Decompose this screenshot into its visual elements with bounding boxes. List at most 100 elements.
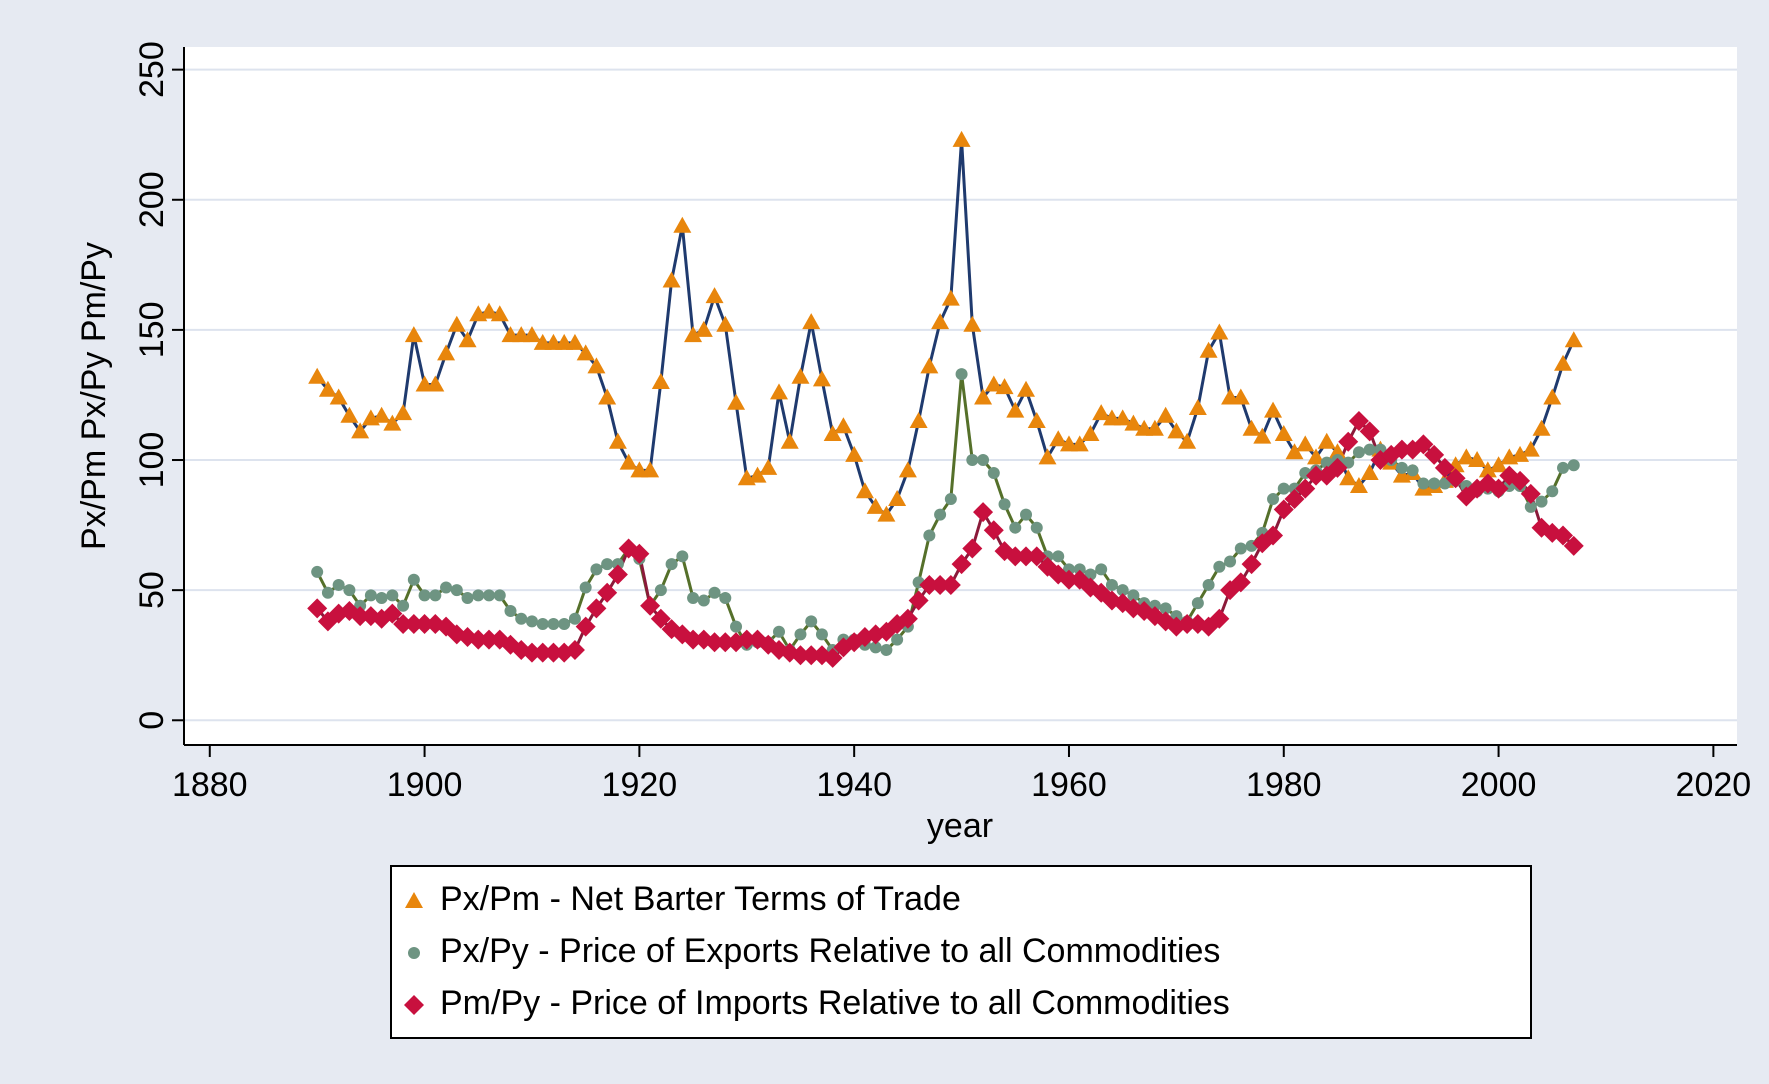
marker-triangle [587, 357, 606, 374]
marker-triangle [995, 378, 1014, 395]
marker-diamond [586, 598, 607, 619]
y-tick-label: 200 [133, 171, 171, 228]
marker-triangle [404, 326, 423, 343]
marker-circle [1213, 560, 1226, 573]
marker-diamond [940, 574, 961, 595]
marker-circle [880, 644, 893, 657]
marker-circle [1524, 500, 1537, 513]
marker-diamond [822, 647, 843, 668]
marker-diamond [962, 538, 983, 559]
marker-diamond [521, 642, 542, 663]
marker-circle [1127, 589, 1140, 602]
marker-triangle [1231, 388, 1250, 405]
marker-triangle [1017, 380, 1036, 397]
marker-circle [1535, 495, 1548, 508]
marker-diamond [1488, 478, 1509, 499]
marker-circle [772, 625, 785, 638]
marker-circle [1267, 493, 1280, 506]
marker-diamond [919, 574, 940, 595]
marker-triangle [1210, 323, 1229, 340]
marker-triangle [426, 375, 445, 392]
marker-triangle [780, 432, 799, 449]
marker-diamond [650, 608, 671, 629]
x-tick-label: 2000 [1461, 766, 1537, 804]
marker-triangle [576, 344, 595, 361]
legend-label: Px/Py - Price of Exports Relative to all… [440, 932, 1220, 970]
y-tick-label: 0 [133, 711, 171, 730]
marker-diamond [1263, 525, 1284, 546]
marker-triangle [480, 302, 499, 319]
marker-circle [429, 589, 442, 602]
marker-circle [934, 508, 947, 521]
marker-triangle [329, 388, 348, 405]
marker-triangle [877, 505, 896, 522]
marker-diamond [393, 613, 414, 634]
marker-diamond [1413, 434, 1434, 455]
marker-triangle [565, 333, 584, 350]
marker-triangle [1167, 422, 1186, 439]
marker-triangle [974, 388, 993, 405]
marker-circle [815, 628, 828, 641]
marker-triangle [1124, 414, 1143, 431]
marker-diamond [1209, 608, 1230, 629]
marker-triangle [641, 461, 660, 478]
marker-triangle [1027, 411, 1046, 428]
marker-circle [1202, 578, 1215, 591]
marker-circle [998, 498, 1011, 511]
marker-triangle [318, 380, 337, 397]
marker-circle [1073, 563, 1086, 576]
marker-triangle [351, 422, 370, 439]
marker-circle [1546, 485, 1559, 498]
marker-triangle [1489, 456, 1508, 473]
marker-circle [332, 578, 345, 591]
marker-circle [418, 589, 431, 602]
marker-triangle [1156, 406, 1175, 423]
marker-diamond [951, 554, 972, 575]
marker-circle [1234, 542, 1247, 555]
marker-triangle [1070, 435, 1089, 452]
legend-label: Pm/Py - Price of Imports Relative to all… [440, 984, 1230, 1022]
marker-triangle [920, 357, 939, 374]
marker-circle [805, 615, 818, 628]
marker-circle [461, 591, 474, 604]
marker-diamond [1445, 468, 1466, 489]
marker-triangle [1543, 388, 1562, 405]
marker-triangle [759, 458, 778, 475]
marker-triangle [684, 326, 703, 343]
x-tick-label: 2020 [1676, 766, 1752, 804]
marker-diamond [683, 629, 704, 650]
marker-diamond [1359, 421, 1380, 442]
marker-triangle [1242, 419, 1261, 436]
marker-circle [1052, 550, 1065, 563]
marker-triangle [1349, 477, 1368, 494]
marker-circle [1224, 555, 1237, 568]
marker-circle [676, 550, 689, 563]
marker-diamond [1016, 546, 1037, 567]
marker-triangle [845, 445, 864, 462]
marker-triangle [931, 313, 950, 330]
marker-diamond [908, 590, 929, 611]
x-tick-label: 1920 [602, 766, 678, 804]
marker-triangle [1285, 443, 1304, 460]
marker-triangle [1049, 430, 1068, 447]
marker-circle [493, 589, 506, 602]
marker-triangle [394, 404, 413, 421]
marker-circle [515, 612, 528, 625]
marker-diamond [1295, 478, 1316, 499]
x-axis-title: year [927, 807, 993, 845]
marker-diamond [790, 645, 811, 666]
marker-circle [1105, 578, 1118, 591]
marker-triangle [1328, 443, 1347, 460]
y-tick-label: 250 [133, 41, 171, 98]
marker-triangle [1296, 435, 1315, 452]
marker-diamond [897, 608, 918, 629]
x-tick-label: 1960 [1031, 766, 1107, 804]
marker-triangle [769, 383, 788, 400]
marker-triangle [963, 315, 982, 332]
marker-triangle [855, 482, 874, 499]
marker-diamond [930, 574, 951, 595]
marker-triangle [1468, 451, 1487, 468]
marker-triangle [1178, 432, 1197, 449]
marker-triangle [1038, 448, 1057, 465]
marker-triangle [1253, 427, 1272, 444]
